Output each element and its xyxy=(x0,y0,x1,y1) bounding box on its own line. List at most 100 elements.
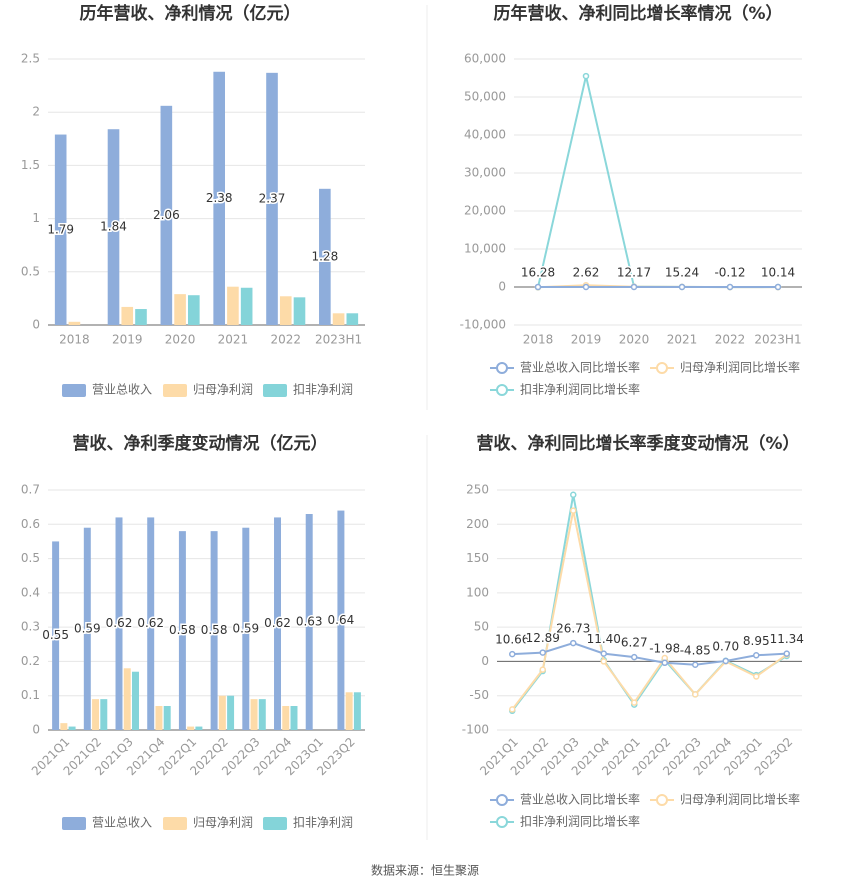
bar xyxy=(115,517,123,730)
data-label: 0.62 xyxy=(264,616,291,630)
data-label: -4.85 xyxy=(680,643,711,657)
bar xyxy=(227,286,239,325)
point xyxy=(692,691,699,698)
legend-swatch xyxy=(163,384,187,397)
bar xyxy=(54,134,67,325)
data-label: -0.12 xyxy=(714,266,745,280)
data-label: 0.58 xyxy=(201,623,228,637)
point xyxy=(539,666,546,673)
x-tick-label: 2023H1 xyxy=(315,333,362,347)
legend-swatch xyxy=(263,384,287,397)
point xyxy=(753,652,760,659)
y-tick-label: 150 xyxy=(466,551,489,565)
data-label: 11.34 xyxy=(770,632,804,646)
line xyxy=(512,642,787,666)
bar xyxy=(346,313,359,325)
legend-label: 扣非净利润 xyxy=(293,816,353,830)
point xyxy=(631,653,638,661)
bar xyxy=(132,671,139,730)
bar xyxy=(227,695,235,730)
bar xyxy=(155,706,163,730)
bar xyxy=(163,706,171,730)
data-label: 10.14 xyxy=(761,265,795,279)
bar xyxy=(174,294,186,325)
data-label: 15.24 xyxy=(665,265,699,279)
legend-swatch xyxy=(263,817,287,830)
chart-title: 营收、净利季度变动情况（亿元） xyxy=(73,433,328,454)
data-label: 26.73 xyxy=(556,622,590,636)
bar xyxy=(250,699,258,730)
data-label: 6.27 xyxy=(621,636,648,650)
chart-title: 历年营收、净利情况（亿元） xyxy=(80,3,301,24)
bar xyxy=(68,726,76,730)
legend-swatch xyxy=(496,816,508,828)
point xyxy=(774,283,782,291)
bar xyxy=(258,699,266,730)
y-tick-label: 0.7 xyxy=(21,483,40,497)
bar xyxy=(60,723,68,730)
y-tick-label: 0 xyxy=(481,654,489,668)
data-label: 0.70 xyxy=(712,639,739,653)
legend-label: 扣非净利润 xyxy=(293,383,353,397)
bar xyxy=(121,306,134,325)
bar xyxy=(52,541,60,730)
y-tick-label: 40,000 xyxy=(464,128,506,142)
legend-swatch xyxy=(496,362,508,374)
y-tick-label: 0.6 xyxy=(21,517,40,531)
legend-label: 营业总收入同比增长率 xyxy=(520,360,640,375)
y-tick-label: 0 xyxy=(498,280,506,294)
data-label: 0.58 xyxy=(169,623,196,637)
point xyxy=(600,658,607,665)
data-label: 0.62 xyxy=(137,616,164,630)
legend-swatch xyxy=(62,384,86,397)
point xyxy=(509,706,516,713)
bar xyxy=(305,514,313,730)
line xyxy=(511,494,788,712)
point xyxy=(570,491,577,499)
y-tick-label: 30,000 xyxy=(464,166,506,180)
bar xyxy=(266,72,278,325)
bar xyxy=(240,287,253,325)
legend-swatch xyxy=(62,817,86,830)
legend-label: 扣非净利润同比增长率 xyxy=(520,382,640,397)
bar xyxy=(274,517,281,730)
bar xyxy=(107,129,120,325)
data-label: 0.63 xyxy=(296,615,323,629)
point xyxy=(570,507,577,514)
data-label: 1.79 xyxy=(47,222,74,236)
point xyxy=(600,650,607,657)
point xyxy=(631,699,638,706)
x-tick-label: 2023H1 xyxy=(754,333,801,347)
point xyxy=(630,283,638,291)
x-tick-label: 2022 xyxy=(715,333,746,347)
bar xyxy=(218,695,226,730)
bar xyxy=(195,726,203,730)
y-tick-label: 50 xyxy=(474,620,489,634)
bar xyxy=(293,297,306,325)
bar xyxy=(160,105,173,325)
y-tick-label: 50,000 xyxy=(464,90,506,104)
y-tick-label: 0.5 xyxy=(21,551,40,565)
point xyxy=(753,673,760,680)
x-tick-label: 2019 xyxy=(112,333,143,347)
chart-title: 营收、净利同比增长率季度变动情况（%） xyxy=(476,433,799,454)
bar xyxy=(213,71,225,325)
bar xyxy=(332,313,345,325)
legend-label: 归母净利润 xyxy=(193,816,253,830)
y-tick-label: 0 xyxy=(32,318,40,332)
point xyxy=(509,650,516,658)
bar xyxy=(210,531,218,730)
legend-label: 扣非净利润同比增长率 xyxy=(520,814,640,829)
y-tick-label: 0.5 xyxy=(21,264,40,278)
point xyxy=(678,283,686,291)
y-tick-label: -50 xyxy=(469,688,489,702)
source-note: 数据来源：恒生聚源 xyxy=(371,863,479,878)
y-tick-label: 2.5 xyxy=(21,52,40,66)
y-tick-label: 0.1 xyxy=(21,688,40,702)
data-label: 8.95 xyxy=(743,634,770,648)
y-tick-label: 0.4 xyxy=(21,585,40,599)
line xyxy=(537,75,779,289)
legend-swatch xyxy=(163,817,187,830)
y-tick-label: 1.5 xyxy=(21,158,40,172)
